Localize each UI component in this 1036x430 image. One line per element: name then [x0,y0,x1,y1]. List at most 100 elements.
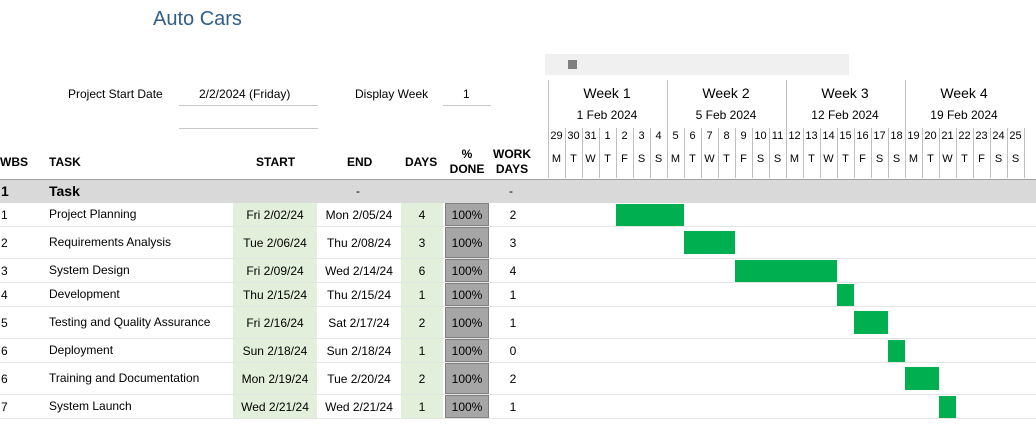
day-number: 16 [856,130,869,142]
day-letter: W [704,153,715,165]
task-percent-done[interactable]: 100% [445,259,489,282]
page-title: Auto Cars [153,8,242,30]
day-letter: F [978,153,985,165]
task-work-days[interactable]: 1 [509,287,517,302]
task-wbs[interactable]: 3 [1,263,8,278]
task-percent-done[interactable]: 100% [445,227,489,258]
day-separator [1024,128,1025,178]
day-separator [616,128,617,178]
row-divider [0,394,1036,395]
task-work-days[interactable]: 2 [509,371,517,386]
group-end: - [356,184,360,198]
task-end-date[interactable]: Mon 2/05/24 [325,207,393,222]
task-days[interactable]: 1 [401,283,443,306]
project-start-input[interactable]: 2/2/2024 (Friday) [199,87,291,101]
task-work-days[interactable]: 1 [509,399,517,414]
task-name[interactable]: System Design [49,263,130,277]
task-percent-done[interactable]: 100% [445,339,489,362]
day-separator [973,128,974,178]
task-name[interactable]: Project Planning [49,207,137,221]
task-work-days[interactable]: 4 [509,263,517,278]
task-end-date[interactable]: Thu 2/08/24 [326,235,392,250]
task-wbs[interactable]: 5 [1,315,8,330]
task-name[interactable]: Training and Documentation [49,371,200,385]
task-days[interactable]: 1 [401,395,443,418]
task-end-date[interactable]: Wed 2/14/24 [325,263,393,278]
project-start-label: Project Start Date [68,87,163,101]
task-work-days[interactable]: 0 [509,343,517,358]
gantt-bar [854,311,888,334]
task-start-date[interactable]: Fri 2/09/24 [233,259,317,282]
day-separator [650,128,651,178]
task-end-date[interactable]: Sun 2/18/24 [326,343,392,358]
task-wbs[interactable]: 2 [1,235,8,250]
gantt-bar [905,367,939,390]
task-days[interactable]: 2 [401,307,443,338]
task-start-date[interactable]: Mon 2/19/24 [233,363,317,394]
task-name[interactable]: Testing and Quality Assurance [49,315,211,329]
task-start-date[interactable]: Sun 2/18/24 [233,339,317,362]
display-week-input[interactable]: 1 [463,87,470,101]
task-percent-done[interactable]: 100% [445,203,489,226]
day-letter: T [842,153,849,165]
task-row: 1 Project Planning Fri 2/02/24 Mon 2/05/24 4… [0,203,1036,226]
gantt-bar [888,339,905,362]
day-number: 31 [584,130,597,142]
task-days[interactable]: 2 [401,363,443,394]
day-number: 17 [873,130,886,142]
task-end-date[interactable]: Sat 2/17/24 [328,315,390,330]
task-start-date[interactable]: Tue 2/06/24 [233,227,317,258]
task-name[interactable]: System Launch [49,399,132,413]
task-percent-done[interactable]: 100% [445,307,489,338]
day-separator [990,128,991,178]
task-name[interactable]: Deployment [49,343,114,357]
day-separator [803,128,804,178]
timeline-scrollbar[interactable] [545,54,849,75]
day-number: 24 [992,130,1005,142]
col-days-header: DAYS [405,155,438,169]
task-start-date[interactable]: Wed 2/21/24 [233,395,317,418]
day-number: 6 [689,130,696,142]
scroll-thumb[interactable] [568,60,577,69]
task-start-date[interactable]: Thu 2/15/24 [233,283,317,306]
task-end-date[interactable]: Thu 2/15/24 [326,287,392,302]
task-work-days[interactable]: 1 [509,315,517,330]
task-start-date[interactable]: Fri 2/02/24 [233,203,317,226]
task-name[interactable]: Development [49,287,120,301]
task-wbs[interactable]: 7 [1,399,8,414]
task-end-date[interactable]: Wed 2/21/24 [325,399,393,414]
task-percent-done[interactable]: 100% [445,283,489,306]
gantt-bar [684,231,735,254]
day-separator [718,128,719,178]
day-letter: F [621,153,628,165]
task-days[interactable]: 4 [401,203,443,226]
task-days[interactable]: 1 [401,339,443,362]
task-name[interactable]: Requirements Analysis [49,235,172,249]
task-work-days[interactable]: 2 [509,207,517,222]
task-percent-done[interactable]: 100% [445,395,489,418]
task-start-date[interactable]: Fri 2/16/24 [233,307,317,338]
day-letter: S [994,153,1003,165]
gantt-bar [616,203,684,226]
day-number: 4 [655,130,662,142]
week-label: Week 4 [940,85,988,101]
task-work-days[interactable]: 3 [509,235,517,250]
day-letter: T [808,153,815,165]
col-done-line1: % [461,147,473,161]
task-wbs[interactable]: 4 [1,287,8,302]
field-underline [179,128,318,129]
task-days[interactable]: 6 [401,259,443,282]
task-days[interactable]: 3 [401,227,443,258]
day-number: 14 [822,130,835,142]
task-end-date[interactable]: Tue 2/20/24 [327,371,391,386]
task-row: 5 Testing and Quality Assurance Fri 2/16/2… [0,307,1036,338]
task-percent-done[interactable]: 100% [445,363,489,394]
day-letter: T [723,153,730,165]
task-wbs[interactable]: 1 [1,207,8,222]
day-number: 3 [638,130,645,142]
task-wbs[interactable]: 6 [1,343,8,358]
day-letter: F [740,153,747,165]
task-wbs[interactable]: 6 [1,371,8,386]
group-task: Task [49,183,80,199]
day-separator [956,128,957,178]
